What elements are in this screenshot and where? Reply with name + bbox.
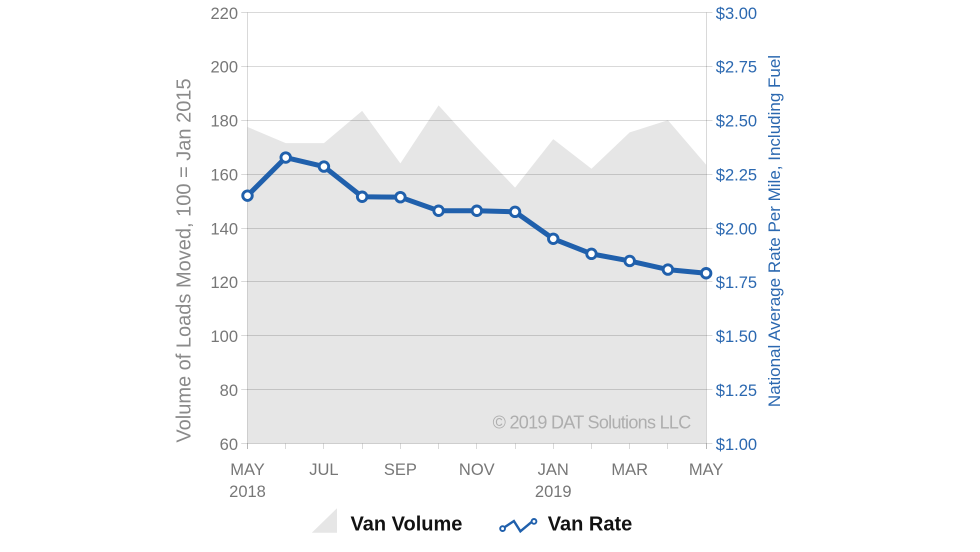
svg-text:Volume of Loads Moved, 100 = J: Volume of Loads Moved, 100 = Jan 2015 (174, 78, 196, 442)
svg-text:140: 140 (210, 220, 238, 238)
svg-text:$1.25: $1.25 (716, 382, 757, 400)
svg-text:JAN: JAN (538, 461, 569, 479)
svg-text:$1.00: $1.00 (716, 436, 757, 454)
svg-text:$2.00: $2.00 (716, 220, 757, 238)
svg-text:2019: 2019 (535, 483, 572, 501)
svg-text:160: 160 (210, 166, 238, 184)
svg-text:200: 200 (210, 59, 238, 77)
svg-text:Van Rate: Van Rate (548, 513, 632, 535)
svg-text:SEP: SEP (384, 461, 417, 479)
svg-text:© 2019 DAT Solutions LLC: © 2019 DAT Solutions LLC (493, 413, 692, 433)
svg-text:MAY: MAY (230, 461, 265, 479)
svg-text:$1.50: $1.50 (716, 328, 757, 346)
svg-text:220: 220 (210, 5, 238, 23)
svg-text:2018: 2018 (229, 483, 266, 501)
svg-text:JUL: JUL (309, 461, 338, 479)
svg-text:$2.75: $2.75 (716, 59, 757, 77)
svg-text:$3.00: $3.00 (716, 5, 757, 23)
svg-text:180: 180 (210, 113, 238, 131)
svg-text:NOV: NOV (459, 461, 495, 479)
svg-text:80: 80 (220, 382, 238, 400)
svg-text:120: 120 (210, 274, 238, 292)
svg-text:$1.75: $1.75 (716, 274, 757, 292)
svg-text:MAY: MAY (689, 461, 724, 479)
svg-text:100: 100 (210, 328, 238, 346)
svg-text:60: 60 (220, 436, 238, 454)
svg-text:National Average Rate Per Mile: National Average Rate Per Mile, Includin… (765, 55, 784, 407)
svg-text:$2.50: $2.50 (716, 113, 757, 131)
svg-text:MAR: MAR (611, 461, 648, 479)
svg-text:$2.25: $2.25 (716, 166, 757, 184)
svg-text:Van Volume: Van Volume (351, 513, 463, 535)
